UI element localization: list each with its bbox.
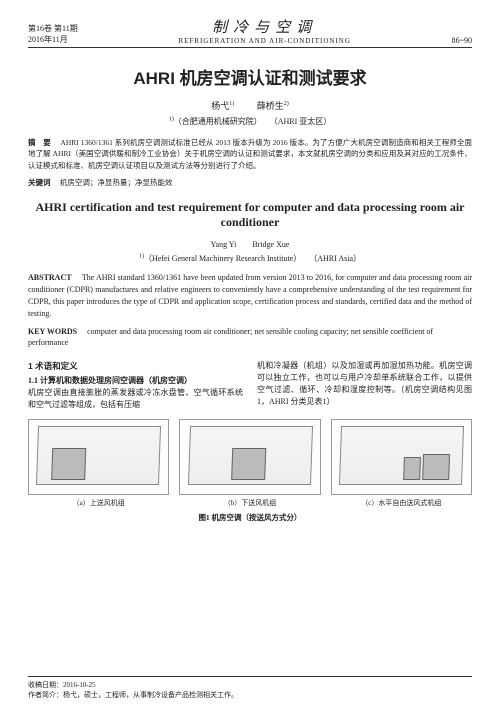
section-1-heading: 1 术语和定义 [28,360,243,373]
abstract-cn: 摘 要 AHRI 1360/1361 系列机房空调测试标准已经从 2013 版本… [28,137,472,171]
authors-cn: 杨弋1) 薛桥生2) [28,99,472,112]
abstract-cn-label: 摘 要 [28,138,51,147]
keywords-cn: 关键词 机房空调；净显热量；净显热能效 [28,177,472,188]
figure-1c: （c）水平自由送风式机组 [331,419,472,508]
pub-date: 2016年11月 [28,35,78,45]
received-date-value: 2016-10-25 [63,681,96,689]
unit-icon [231,448,266,479]
unit-icon [52,448,87,479]
authors-en: Yang Yi Bridge Xue [28,239,472,250]
abstract-en-label: ABSTRACT [28,273,72,282]
page: 第16卷 第11期 2016年11月 制冷与空调 REFRIGERATION A… [0,0,500,715]
keywords-cn-text: 机房空调；净显热量；净显热能效 [60,178,173,187]
page-footer: 收稿日期：2016-10-25 作者简介：杨弋，硕士，工程师，从事制冷设备产品检… [28,676,472,701]
journal-name-en: REFRIGERATION AND AIR-CONDITIONING [78,37,452,45]
author-bio: 作者简介：杨弋，硕士，工程师，从事制冷设备产品检测相关工作。 [28,691,472,701]
keywords-cn-label: 关键词 [28,178,51,187]
abstract-cn-text: AHRI 1360/1361 系列机房空调测试标准已经从 2013 版本升级为 … [28,138,472,170]
subsec-1-1-head: 1.1 计算机和数据处理房间空调器（机房空调） [28,376,192,385]
author-1: 杨弋 [211,101,229,111]
volume-issue: 第16卷 第11期 [28,24,78,34]
figure-1c-image [331,419,472,495]
author-2: 薛桥生 [257,101,284,111]
title-cn: AHRI 机房空调认证和测试要求 [28,64,472,89]
abstract-en: ABSTRACT The AHRI standard 1360/1361 hav… [28,272,472,320]
affil-en-text: （Hefei General Machinery Research Instit… [144,254,361,263]
column-right: 机和冷凝器（机组）以及加湿或再加湿加热功能。机房空调可以独立工作，也可以与用户冷… [257,360,472,411]
body-columns: 1 术语和定义 1.1 计算机和数据处理房间空调器（机房空调） 机房空调由直接膨… [28,360,472,411]
unit-icon [403,457,421,480]
room-icon [339,426,464,485]
figure-1-main-caption: 图1 机房空调（按送风方式分） [28,512,472,523]
figure-1a-image [28,419,169,495]
keywords-en-label: KEY WORDS [28,327,77,336]
abstract-en-text: The AHRI standard 1360/1361 have been up… [28,273,472,318]
subsection-1-1: 1.1 计算机和数据处理房间空调器（机房空调） 机房空调由直接膨胀的蒸发器或冷冻… [28,375,243,411]
title-en: AHRI certification and test requirement … [28,200,472,231]
subsec-1-1-body-b: 机和冷凝器（机组）以及加湿或再加湿加热功能。机房空调可以独立工作，也可以与用户冷… [257,361,472,406]
affil-text: （合肥通用机械研究院） （AHRI 亚太区） [174,117,332,126]
column-left: 1 术语和定义 1.1 计算机和数据处理房间空调器（机房空调） 机房空调由直接膨… [28,360,243,411]
header-center: 制冷与空调 REFRIGERATION AND AIR-CONDITIONING [78,16,452,45]
header-left: 第16卷 第11期 2016年11月 [28,24,78,45]
figure-1c-caption: （c）水平自由送风式机组 [331,498,472,508]
figure-1a: （a）上送风机组 [28,419,169,508]
room-icon [36,426,161,485]
keywords-en-text: computer and data processing room air co… [28,327,433,347]
figure-1a-caption: （a）上送风机组 [28,498,169,508]
room-icon [188,426,313,485]
keywords-en: KEY WORDS computer and data processing r… [28,326,472,348]
journal-name-cn: 制冷与空调 [78,16,452,37]
subsec-1-1-body-a: 机房空调由直接膨胀的蒸发器或冷冻水盘管、空气循环系统和空气过滤等组成，包括有压缩 [28,388,243,409]
figure-1b-image [179,419,320,495]
page-range: 86~90 [452,36,472,45]
authors-en-text: Yang Yi Bridge Xue [211,240,290,249]
received-date: 收稿日期：2016-10-25 [28,681,472,691]
affiliation-en: 1)（Hefei General Machinery Research Inst… [28,253,472,264]
sup-2: 2) [284,101,289,107]
affiliation-cn: 1)（合肥通用机械研究院） （AHRI 亚太区） [28,116,472,127]
sup-1: 1) [229,101,234,107]
figure-1-row: （a）上送风机组 （b）下送风机组 （c）水平自由送风式机组 [28,419,472,508]
received-date-label: 收稿日期： [28,681,63,689]
figure-1b: （b）下送风机组 [179,419,320,508]
figure-1b-caption: （b）下送风机组 [179,498,320,508]
unit-icon [422,454,449,480]
page-header: 第16卷 第11期 2016年11月 制冷与空调 REFRIGERATION A… [28,16,472,48]
